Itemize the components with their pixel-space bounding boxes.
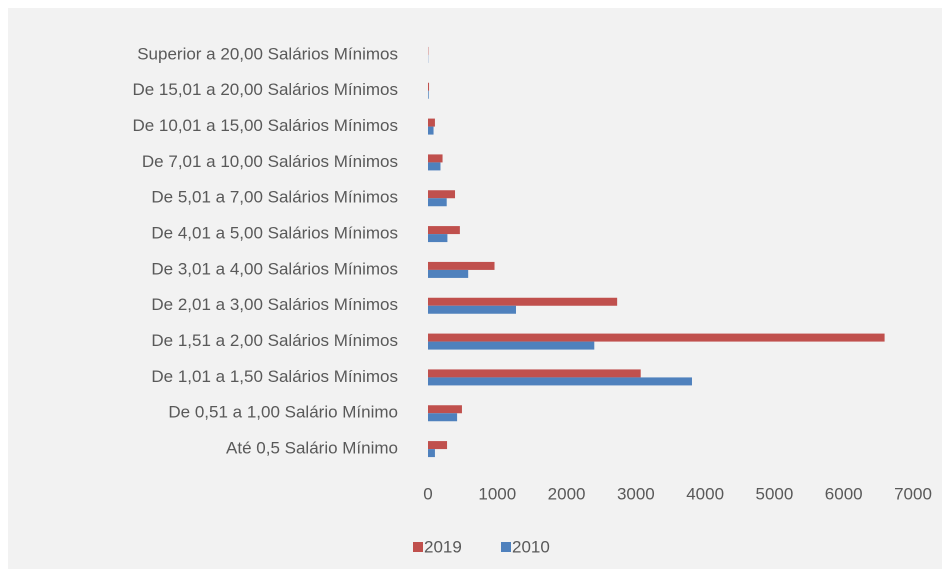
y-tick-label: De 15,01 a 20,00 Salários Mínimos bbox=[132, 80, 398, 99]
y-tick-label: De 7,01 a 10,00 Salários Mínimos bbox=[142, 152, 398, 171]
legend-swatch bbox=[413, 542, 423, 552]
bar bbox=[428, 226, 460, 235]
bar bbox=[428, 341, 595, 350]
bar bbox=[428, 413, 458, 422]
x-tick-label: 1000 bbox=[478, 484, 516, 503]
x-tick-label: 5000 bbox=[756, 484, 794, 503]
bar bbox=[428, 377, 692, 386]
chart-background bbox=[8, 8, 942, 569]
y-tick-label: De 2,01 a 3,00 Salários Mínimos bbox=[151, 295, 398, 314]
x-tick-label: 6000 bbox=[825, 484, 863, 503]
x-tick-label: 3000 bbox=[617, 484, 655, 503]
bar bbox=[428, 441, 448, 450]
bar bbox=[428, 305, 516, 314]
bar bbox=[428, 90, 429, 99]
legend-label: 2010 bbox=[512, 537, 550, 556]
y-tick-label: De 10,01 a 15,00 Salários Mínimos bbox=[132, 116, 398, 135]
bar bbox=[428, 190, 456, 199]
x-tick-label: 7000 bbox=[894, 484, 932, 503]
bar bbox=[428, 269, 469, 278]
bar bbox=[428, 333, 885, 342]
bar bbox=[428, 261, 495, 270]
x-tick-label: 2000 bbox=[548, 484, 586, 503]
y-tick-label: Até 0,5 Salário Mínimo bbox=[226, 439, 398, 458]
bar bbox=[428, 234, 448, 243]
x-tick-label: 0 bbox=[423, 484, 432, 503]
y-tick-label: De 1,01 a 1,50 Salários Mínimos bbox=[151, 367, 398, 386]
bar bbox=[428, 162, 441, 171]
legend-label: 2019 bbox=[424, 537, 462, 556]
x-tick-label: 4000 bbox=[686, 484, 724, 503]
y-tick-label: De 1,51 a 2,00 Salários Mínimos bbox=[151, 331, 398, 350]
y-tick-label: De 0,51 a 1,00 Salário Mínimo bbox=[168, 403, 398, 422]
bar bbox=[428, 297, 618, 306]
y-tick-label: De 3,01 a 4,00 Salários Mínimos bbox=[151, 259, 398, 278]
bar bbox=[428, 198, 447, 207]
y-tick-label: Superior a 20,00 Salários Mínimos bbox=[137, 44, 398, 63]
bar bbox=[428, 405, 462, 414]
bar bbox=[428, 82, 430, 91]
y-tick-label: De 4,01 a 5,00 Salários Mínimos bbox=[151, 224, 398, 243]
bar bbox=[428, 449, 435, 458]
bar bbox=[428, 154, 443, 163]
bar bbox=[428, 118, 435, 127]
legend-swatch bbox=[501, 542, 511, 552]
y-tick-label: De 5,01 a 7,00 Salários Mínimos bbox=[151, 188, 398, 207]
bar bbox=[428, 126, 434, 135]
bar bbox=[428, 369, 641, 378]
